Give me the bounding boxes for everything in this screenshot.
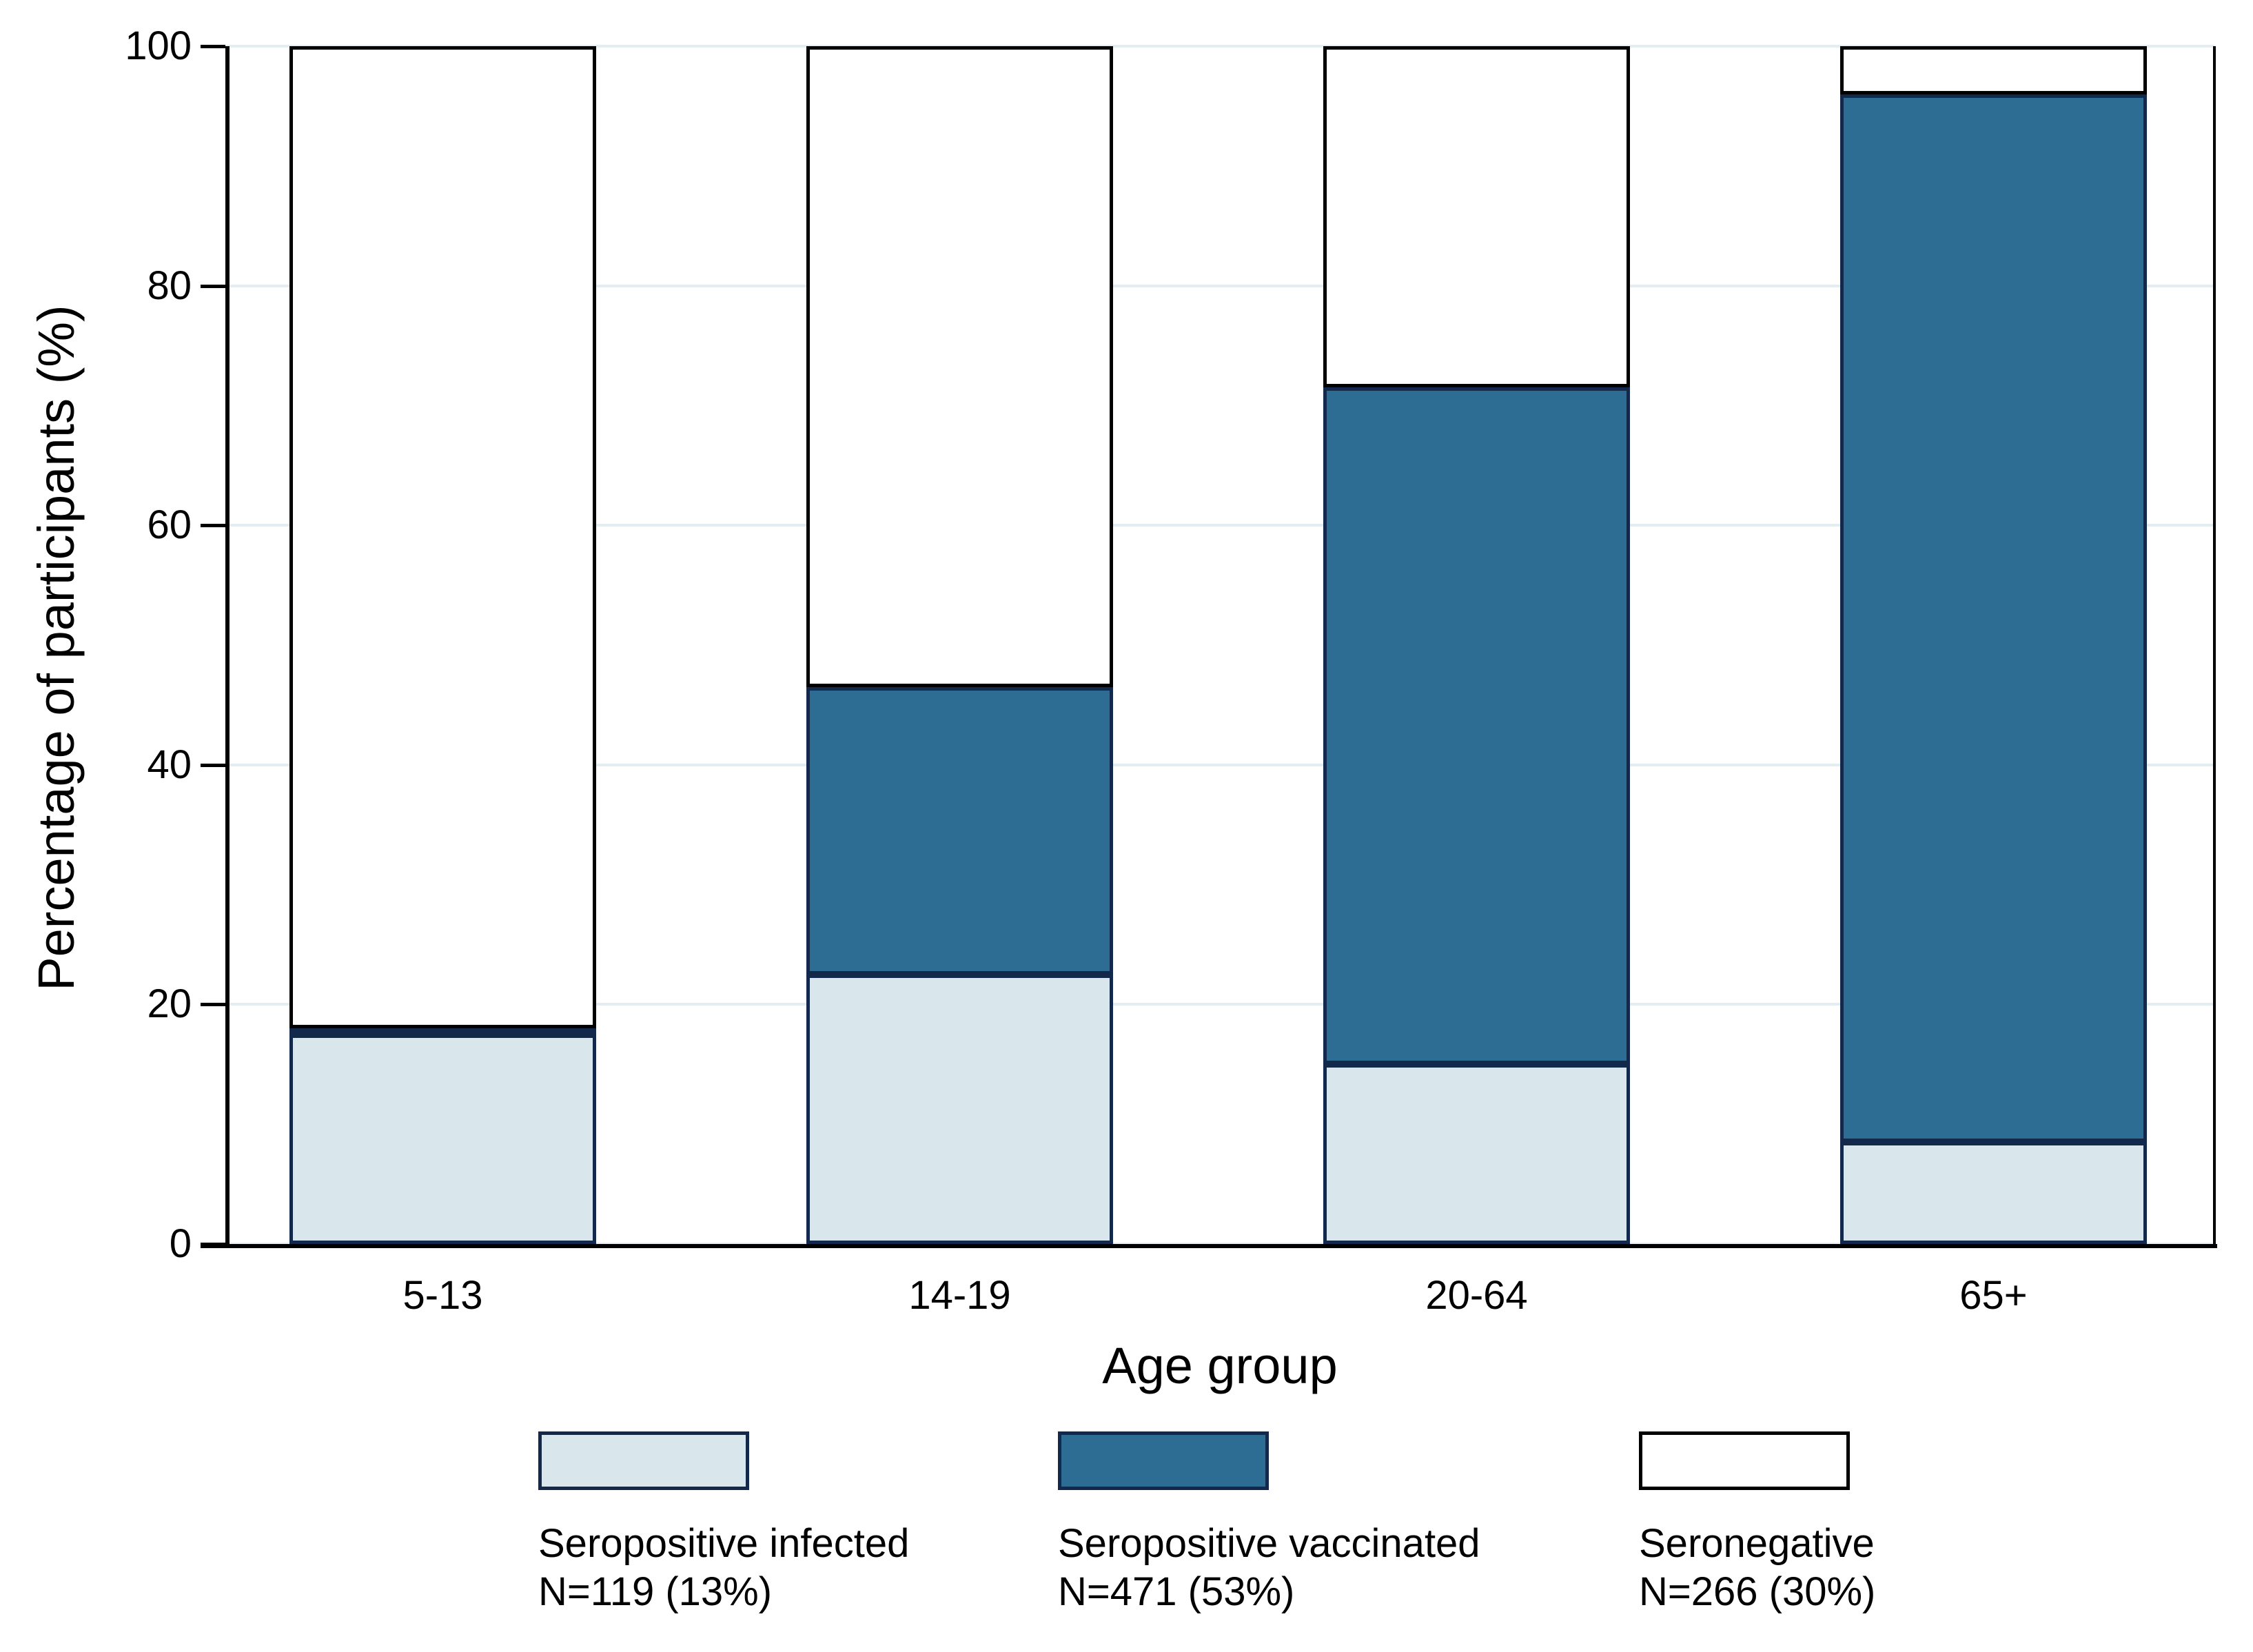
y-tick-label-80: 80 [147,263,192,308]
legend-label: Seropositive infected N=119 (13%) [538,1520,1021,1616]
bar-segment-14-19-seropositive-vaccinated [806,686,1113,975]
gridline-20 [225,1003,2214,1006]
legend-series-count: N=471 (53%) [1058,1569,1295,1614]
gridline-60 [225,524,2214,527]
bar-segment-65+-seronegative [1840,46,2147,94]
bar-segment-14-19-seronegative [806,46,1113,687]
legend-swatch-seropositive-infected [538,1431,749,1490]
bar-segment-20-64-seropositive-vaccinated [1323,387,1630,1065]
y-axis-line [225,46,230,1248]
legend-series-count: N=119 (13%) [538,1569,773,1614]
y-tick-label-40: 40 [147,742,192,787]
y-tick-label-0: 0 [169,1221,192,1266]
legend-swatch-seropositive-vaccinated [1058,1431,1269,1490]
y-axis-title: Percentage of participants (%) [28,305,85,991]
legend-series-name: Seronegative [1639,1521,1875,1566]
bar-segment-5-13-seropositive-vaccinated [289,1027,596,1034]
bar-segment-5-13-seropositive-infected [289,1034,596,1244]
legend-series-name: Seropositive infected [538,1521,910,1566]
bar-14-19 [806,46,1113,1244]
x-tick-label-14-19: 14-19 [908,1273,1011,1318]
y-tick-40 [201,763,225,767]
y-tick-60 [201,524,225,528]
legend-swatch-seronegative [1639,1431,1850,1490]
y-tick-80 [201,284,225,288]
x-tick-label-20-64: 20-64 [1425,1273,1528,1318]
plot-right-border [2213,46,2216,1246]
gridline-40 [225,763,2214,766]
x-tick-label-5-13: 5-13 [402,1273,483,1318]
gridline-80 [225,284,2214,287]
legend-item-seronegative: Seronegative N=266 (30%) [1639,1431,2135,1638]
bar-segment-14-19-seropositive-infected [806,974,1113,1244]
y-tick-label-100: 100 [125,23,192,68]
legend-series-count: N=266 (30%) [1639,1569,1876,1614]
bar-segment-65+-seropositive-vaccinated [1840,94,2147,1143]
x-axis-title: Age group [1102,1337,1338,1394]
gridline-100 [225,45,2214,48]
bar-65+ [1840,46,2147,1244]
y-tick-20 [201,1003,225,1007]
legend-series-name: Seropositive vaccinated [1058,1521,1480,1566]
bar-5-13 [289,46,596,1244]
legend-label: Seropositive vaccinated N=471 (53%) [1058,1520,1540,1616]
y-tick-100 [201,45,225,48]
bar-segment-20-64-seronegative [1323,46,1630,388]
y-tick-label-60: 60 [147,502,192,548]
legend-label: Seronegative N=266 (30%) [1639,1520,2121,1616]
x-tick-label-65+: 65+ [1959,1273,2028,1318]
bar-segment-65+-seropositive-infected [1840,1142,2147,1244]
bar-segment-5-13-seronegative [289,46,596,1029]
bar-20-64 [1323,46,1630,1244]
y-tick-label-20: 20 [147,981,192,1027]
legend-item-seropositive-vaccinated: Seropositive vaccinated N=471 (53%) [1058,1431,1554,1638]
x-axis-line [201,1244,2217,1248]
bar-segment-20-64-seropositive-infected [1323,1064,1630,1244]
legend-item-seropositive-infected: Seropositive infected N=119 (13%) [538,1431,1034,1638]
